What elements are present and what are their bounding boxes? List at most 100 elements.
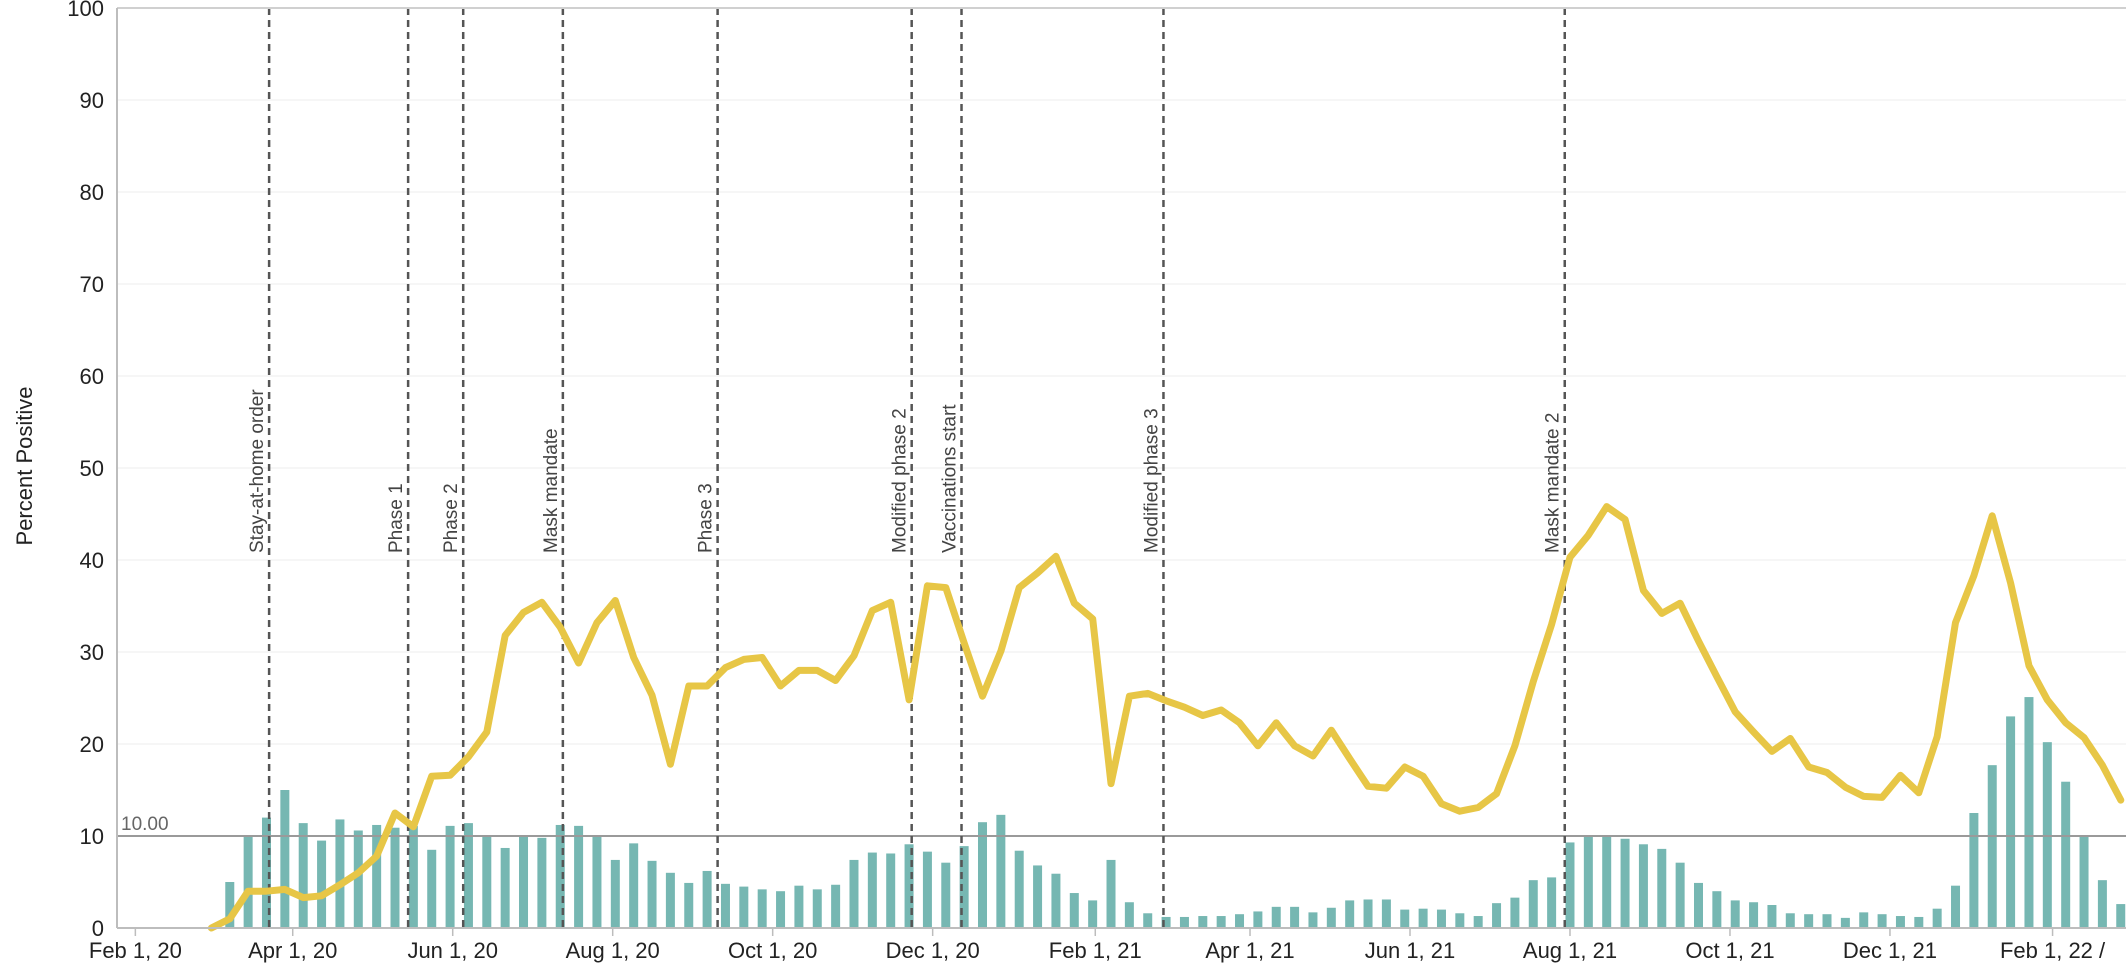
bar (702, 870, 712, 928)
bar (886, 853, 896, 928)
x-tick-label: Dec 1, 20 (886, 938, 980, 963)
bar (629, 843, 639, 928)
bar (720, 883, 730, 928)
bar (1418, 908, 1428, 928)
reference-line-group: 10.00 (117, 814, 2126, 837)
bar (1363, 899, 1373, 928)
bar (1767, 905, 1777, 928)
bar (1455, 913, 1465, 928)
bar (482, 836, 492, 928)
x-tick-label: Oct 1, 20 (728, 938, 817, 963)
x-tick-label: Dec 1, 21 (1843, 938, 1937, 963)
bar (500, 847, 510, 928)
bar (1547, 877, 1557, 928)
bar (1675, 862, 1685, 928)
bar (445, 825, 455, 928)
bar (867, 852, 877, 928)
axes: 0 10 20 30 40 50 60 70 80 90 100 Feb 1, 20 Apr 1, 20… (67, 0, 2126, 963)
bar (1088, 900, 1098, 928)
x-tick-label: Jun 1, 21 (1365, 938, 1456, 963)
bar (2079, 836, 2089, 928)
bar (372, 824, 382, 928)
bar (537, 837, 547, 928)
bar (1400, 909, 1410, 928)
y-gridlines (117, 7, 2126, 929)
bar (1198, 916, 1208, 928)
y-tick-label: 70 (80, 272, 104, 297)
bar (1895, 916, 1905, 928)
bar (408, 825, 418, 928)
bar (1804, 914, 1814, 928)
bar (1657, 848, 1667, 928)
bar (1712, 891, 1722, 928)
x-tick-label: Aug 1, 21 (1523, 938, 1617, 963)
bar (739, 886, 749, 928)
bar (1785, 913, 1795, 928)
y-axis-title: Percent Positive (12, 387, 37, 546)
bar (1932, 908, 1942, 928)
bar (977, 822, 987, 928)
bar (684, 882, 694, 928)
bar (1106, 859, 1116, 928)
bar (1473, 916, 1483, 928)
event-label: Vaccinations start (940, 404, 961, 553)
bar (592, 836, 602, 928)
bar (647, 860, 657, 928)
event-markers: Stay-at-home order Phase 1 Phase 2 Mask man… (247, 8, 1566, 928)
x-tick-label: Apr 1, 21 (1205, 938, 1294, 963)
bar (849, 859, 859, 928)
bar (959, 846, 969, 928)
bar (2006, 716, 2016, 928)
bar (1161, 916, 1171, 928)
bar (1381, 899, 1391, 928)
event-label: Modified phase 3 (1141, 408, 1162, 553)
bar (1051, 873, 1061, 928)
bar (1749, 902, 1759, 928)
bar (519, 835, 529, 928)
bar (1877, 914, 1887, 928)
bar (1693, 882, 1703, 928)
bar (2024, 697, 2034, 928)
x-tick-label: Feb 1, 21 (1049, 938, 1142, 963)
bar (261, 817, 271, 928)
bar (335, 819, 345, 928)
bar (1492, 903, 1502, 928)
y-tick-label: 50 (80, 456, 104, 481)
bar (1620, 838, 1630, 928)
bar (280, 790, 290, 928)
event-label: Mask mandate 2 (1543, 413, 1564, 553)
bar (1840, 917, 1850, 928)
bar (1290, 906, 1300, 928)
bar (757, 889, 767, 928)
y-tick-label: 100 (67, 0, 104, 21)
weekly-bars (225, 697, 2126, 928)
bar (1987, 765, 1997, 928)
bar (1730, 900, 1740, 928)
bar (941, 862, 951, 928)
bar (812, 889, 822, 928)
bar (1179, 916, 1189, 928)
event-label: Mask mandate (541, 428, 562, 553)
bar (1951, 885, 1961, 928)
bar (1308, 912, 1318, 928)
x-tick-label: Aug 1, 20 (566, 938, 660, 963)
bar (2116, 904, 2126, 928)
bar (317, 840, 327, 928)
bar (1602, 836, 1612, 928)
bar (922, 851, 932, 928)
event-label: Modified phase 2 (890, 408, 911, 553)
y-tick-label: 90 (80, 88, 104, 113)
event-label: Phase 3 (696, 483, 717, 553)
y-tick-label: 30 (80, 640, 104, 665)
bar (1069, 893, 1079, 928)
event-label: Phase 2 (441, 483, 462, 553)
x-tick-label: Feb 1, 20 (89, 938, 182, 963)
x-tick-label: Oct 1, 21 (1685, 938, 1774, 963)
bar (996, 814, 1006, 928)
y-tick-label: 10 (80, 824, 104, 849)
bar (776, 891, 786, 928)
event-label: Stay-at-home order (247, 389, 268, 553)
bar (1271, 906, 1281, 928)
percent-positive-line-group (207, 503, 2125, 932)
